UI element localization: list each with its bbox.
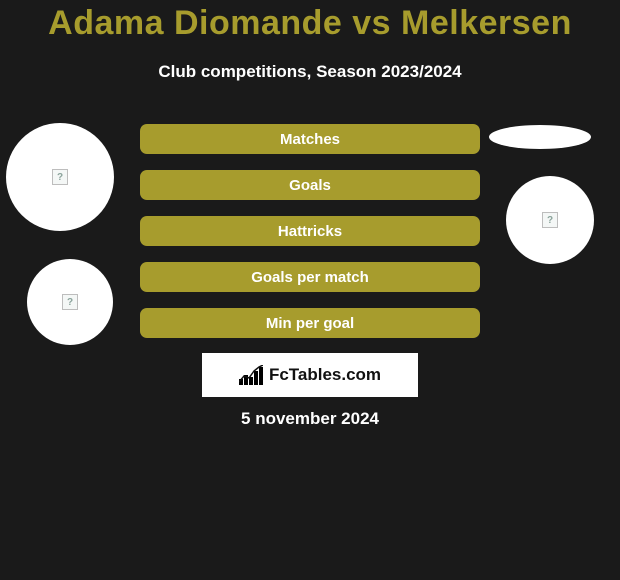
player-avatar-left-2 [27, 259, 113, 345]
player-avatar-right [506, 176, 594, 264]
player-avatar-left-1 [6, 123, 114, 231]
image-placeholder-icon [52, 169, 68, 185]
bar-label: Hattricks [278, 223, 342, 240]
bar-label: Goals per match [251, 269, 369, 286]
page-subtitle: Club competitions, Season 2023/2024 [158, 62, 461, 82]
bar-min-per-goal: Min per goal [140, 308, 480, 338]
stat-bars: Matches Goals Hattricks Goals per match … [140, 124, 480, 354]
brand-text: FcTables.com [269, 365, 381, 385]
bar-goals-per-match: Goals per match [140, 262, 480, 292]
bar-label: Min per goal [266, 315, 354, 332]
bar-label: Goals [289, 177, 331, 194]
date-stamp: 5 november 2024 [241, 409, 379, 429]
bar-label: Matches [280, 131, 340, 148]
bar-hattricks: Hattricks [140, 216, 480, 246]
image-placeholder-icon [542, 212, 558, 228]
bar-matches: Matches [140, 124, 480, 154]
fctables-logo-icon [239, 365, 263, 385]
brand-badge: FcTables.com [202, 353, 418, 397]
page-root: Adama Diomande vs Melkersen Club competi… [0, 0, 620, 580]
image-placeholder-icon [62, 294, 78, 310]
page-title: Adama Diomande vs Melkersen [48, 4, 572, 43]
bar-goals: Goals [140, 170, 480, 200]
decorative-ellipse-right [489, 125, 591, 149]
